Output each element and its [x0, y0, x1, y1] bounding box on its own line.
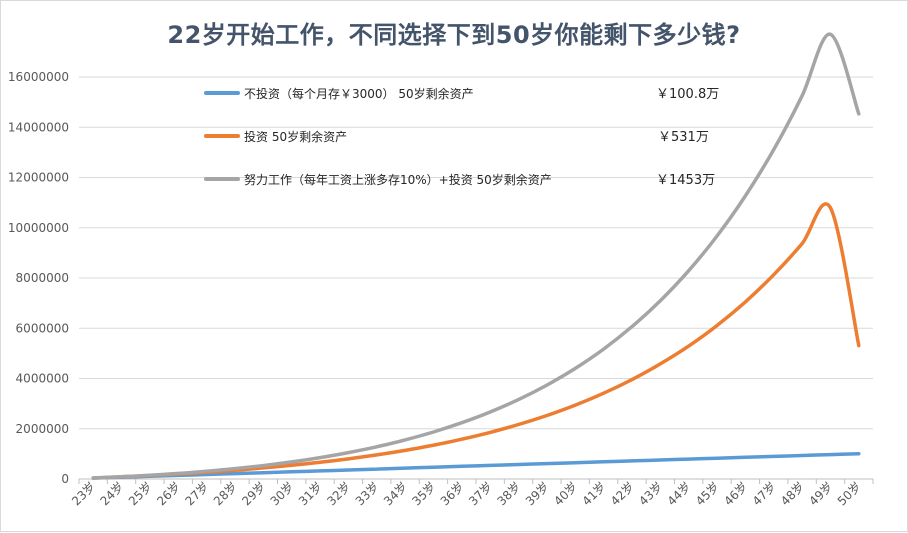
x-tick-label: 48岁 — [777, 479, 807, 509]
x-tick-label: 29岁 — [239, 479, 269, 509]
x-tick-label: 38岁 — [494, 479, 524, 509]
x-tick-label: 34岁 — [380, 479, 410, 509]
y-tick-label: 10000000 — [8, 221, 69, 235]
series-line-invest — [91, 202, 861, 480]
x-tick-label: 37岁 — [465, 479, 495, 509]
legend-item-invest-label: 投资 50岁剩余资产 — [244, 129, 347, 144]
x-tick-label: 28岁 — [210, 479, 240, 509]
x-tick-label: 26岁 — [153, 479, 183, 509]
x-tick-label: 49岁 — [806, 479, 836, 509]
legend-item-invest-annotation: ￥531万 — [658, 130, 709, 145]
x-tick-label: 35岁 — [409, 479, 439, 509]
x-tick-label: 32岁 — [324, 479, 354, 509]
x-tick-label: 23岁 — [68, 479, 98, 509]
y-tick-label: 8000000 — [16, 271, 69, 285]
series-line-no-invest — [91, 451, 861, 480]
x-tick-label: 46岁 — [721, 479, 751, 509]
x-tick-label: 42岁 — [607, 479, 637, 509]
y-tick-label: 4000000 — [16, 372, 69, 386]
x-tick-label: 44岁 — [664, 479, 694, 509]
x-tick-label: 43岁 — [636, 479, 666, 509]
x-tick-label: 24岁 — [97, 479, 127, 509]
legend-item-no-invest-label: 不投资（每个月存￥3000） 50岁剩余资产 — [244, 86, 474, 101]
series-line-work-invest — [91, 32, 861, 480]
legend-item-work-invest-label: 努力工作（每年工资上涨多存10%）+投资 50岁剩余资产 — [244, 172, 552, 187]
x-tick-label: 41岁 — [579, 479, 609, 509]
x-tick-label: 31岁 — [295, 479, 325, 509]
x-tick-label: 25岁 — [125, 479, 155, 509]
x-tick-label: 30岁 — [267, 479, 297, 509]
y-tick-label: 0 — [61, 472, 69, 486]
x-tick-label: 40岁 — [550, 479, 580, 509]
x-tick-label: 39岁 — [522, 479, 552, 509]
legend-item-work-invest-annotation: ￥1453万 — [656, 173, 715, 188]
x-tick-label: 50岁 — [834, 479, 864, 509]
legend-item-no-invest-annotation: ￥100.8万 — [656, 87, 719, 102]
x-tick-label: 27岁 — [182, 479, 212, 509]
x-tick-label: 36岁 — [437, 479, 467, 509]
x-tick-label: 33岁 — [352, 479, 382, 509]
y-tick-label: 16000000 — [8, 70, 69, 84]
x-tick-label: 45岁 — [692, 479, 722, 509]
y-tick-label: 6000000 — [16, 321, 69, 335]
y-tick-label: 12000000 — [8, 171, 69, 185]
y-tick-label: 14000000 — [8, 120, 69, 134]
chart-title: 22岁开始工作，不同选择下到50岁你能剩下多少钱? — [167, 21, 741, 49]
x-tick-label: 47岁 — [749, 479, 779, 509]
y-tick-label: 2000000 — [16, 422, 69, 436]
